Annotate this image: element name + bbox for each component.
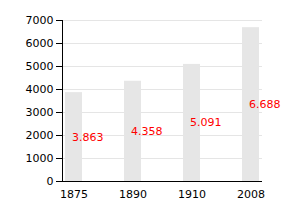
- svg-text:3.863: 3.863: [72, 131, 104, 144]
- svg-text:1890: 1890: [119, 188, 147, 200]
- svg-text:6000: 6000: [26, 37, 54, 50]
- svg-text:7000: 7000: [26, 14, 54, 27]
- svg-text:2000: 2000: [26, 129, 54, 142]
- svg-text:4.358: 4.358: [131, 125, 163, 138]
- svg-text:5000: 5000: [26, 60, 54, 73]
- svg-text:2008: 2008: [237, 188, 265, 200]
- svg-text:1910: 1910: [178, 188, 206, 200]
- svg-text:4000: 4000: [26, 83, 54, 96]
- svg-text:1875: 1875: [60, 188, 88, 200]
- svg-text:0: 0: [47, 175, 54, 188]
- svg-text:3000: 3000: [26, 106, 54, 119]
- svg-text:6.688: 6.688: [249, 98, 281, 111]
- svg-text:1000: 1000: [26, 152, 54, 165]
- svg-text:5.091: 5.091: [190, 116, 222, 129]
